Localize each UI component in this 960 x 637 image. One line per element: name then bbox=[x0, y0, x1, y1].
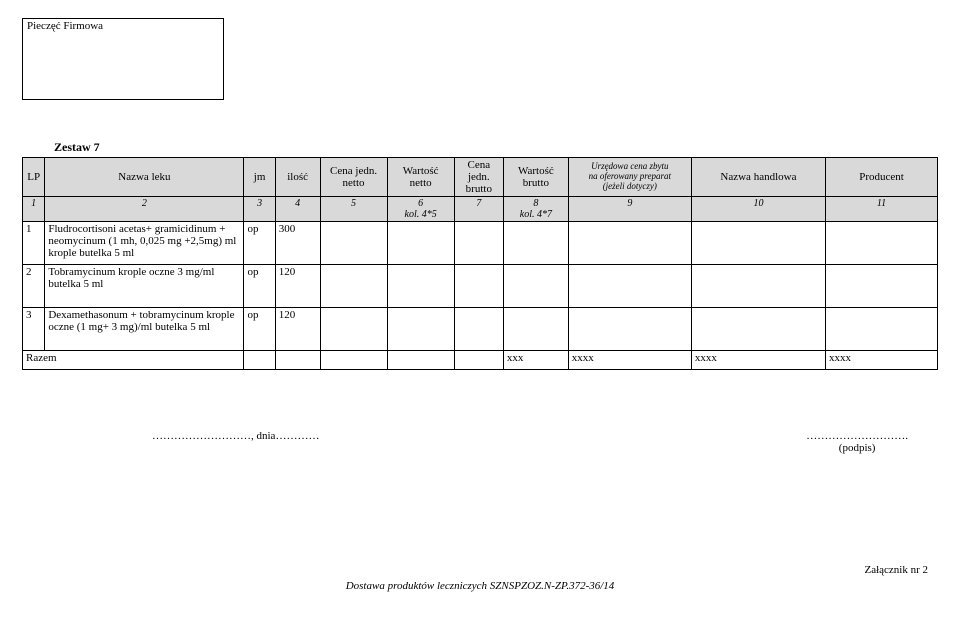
th-name: Nazwa leku bbox=[45, 158, 244, 197]
num-3: 3 bbox=[244, 197, 275, 222]
cell-qty: 300 bbox=[275, 222, 320, 265]
cell-cn bbox=[320, 222, 387, 265]
sum-of: xxxx bbox=[568, 351, 691, 370]
cell-cn bbox=[320, 308, 387, 351]
sig-right-label: (podpis) bbox=[839, 442, 876, 454]
th-of-l3: (jeżeli dotyczy) bbox=[603, 181, 657, 191]
cell-hn bbox=[691, 308, 825, 351]
cell-lp: 1 bbox=[23, 222, 45, 265]
sum-label: Razem bbox=[23, 351, 244, 370]
th-cb: Cena jedn. brutto bbox=[454, 158, 503, 197]
stamp-box: Pieczęć Firmowa bbox=[22, 18, 224, 100]
set-title: Zestaw 7 bbox=[54, 140, 938, 155]
cell-name: Fludrocortisoni acetas+ gramicidinum + n… bbox=[45, 222, 244, 265]
cell-prod bbox=[826, 265, 938, 308]
cell-cn bbox=[320, 265, 387, 308]
cell-lp: 2 bbox=[23, 265, 45, 308]
th-lp: LP bbox=[23, 158, 45, 197]
th-of: Urzędowa cena zbytu na oferowany prepara… bbox=[568, 158, 691, 197]
cell-wn bbox=[387, 222, 454, 265]
num-7: 7 bbox=[454, 197, 503, 222]
num-2: 2 bbox=[45, 197, 244, 222]
num-9: 9 bbox=[568, 197, 691, 222]
sum-prod: xxxx bbox=[826, 351, 938, 370]
sum-row: Razem xxx xxxx xxxx xxxx bbox=[23, 351, 938, 370]
sum-hn: xxxx bbox=[691, 351, 825, 370]
cell-name: Dexamethasonum + tobramycinum krople ocz… bbox=[45, 308, 244, 351]
th-of-l1: Urzędowa cena zbytu bbox=[591, 161, 669, 171]
stamp-label: Pieczęć Firmowa bbox=[23, 19, 223, 33]
cell-wb bbox=[503, 265, 568, 308]
cell-hn bbox=[691, 222, 825, 265]
cell-prod bbox=[826, 308, 938, 351]
sum-cn bbox=[320, 351, 387, 370]
th-hn: Nazwa handlowa bbox=[691, 158, 825, 197]
table-row: 1 Fludrocortisoni acetas+ gramicidinum +… bbox=[23, 222, 938, 265]
sum-wb: xxx bbox=[503, 351, 568, 370]
sum-qty bbox=[275, 351, 320, 370]
cell-wn bbox=[387, 308, 454, 351]
table-row: 2 Tobramycinum krople oczne 3 mg/ml bute… bbox=[23, 265, 938, 308]
sig-right: ………………………. (podpis) bbox=[806, 430, 908, 454]
num-1: 1 bbox=[23, 197, 45, 222]
cell-of bbox=[568, 265, 691, 308]
cell-wb bbox=[503, 222, 568, 265]
footer-center: Dostawa produktów leczniczych SZNSPZOZ.N… bbox=[22, 580, 938, 592]
cell-jm: op bbox=[244, 308, 275, 351]
th-cn: Cena jedn. netto bbox=[320, 158, 387, 197]
footer-attachment: Załącznik nr 2 bbox=[22, 564, 938, 576]
cell-qty: 120 bbox=[275, 265, 320, 308]
sig-left: ………………………, dnia………… bbox=[152, 430, 319, 454]
th-wb: Wartość brutto bbox=[503, 158, 568, 197]
num-4: 4 bbox=[275, 197, 320, 222]
cell-of bbox=[568, 222, 691, 265]
num-11: 11 bbox=[826, 197, 938, 222]
num-6: 6 kol. 4*5 bbox=[387, 197, 454, 222]
th-prod: Producent bbox=[826, 158, 938, 197]
num-10: 10 bbox=[691, 197, 825, 222]
cell-wb bbox=[503, 308, 568, 351]
th-qty: ilość bbox=[275, 158, 320, 197]
sum-cb bbox=[454, 351, 503, 370]
cell-name: Tobramycinum krople oczne 3 mg/ml butelk… bbox=[45, 265, 244, 308]
th-wn: Wartość netto bbox=[387, 158, 454, 197]
signature-line: ………………………, dnia………… ………………………. (podpis) bbox=[22, 430, 938, 454]
product-table: LP Nazwa leku jm ilość Cena jedn. netto … bbox=[22, 157, 938, 370]
cell-jm: op bbox=[244, 222, 275, 265]
cell-lp: 3 bbox=[23, 308, 45, 351]
sum-jm bbox=[244, 351, 275, 370]
cell-hn bbox=[691, 265, 825, 308]
cell-jm: op bbox=[244, 265, 275, 308]
sum-wn bbox=[387, 351, 454, 370]
cell-prod bbox=[826, 222, 938, 265]
cell-cb bbox=[454, 308, 503, 351]
th-of-l2: na oferowany preparat bbox=[589, 171, 671, 181]
cell-qty: 120 bbox=[275, 308, 320, 351]
cell-cb bbox=[454, 265, 503, 308]
cell-of bbox=[568, 308, 691, 351]
sig-right-dots: ………………………. bbox=[806, 430, 908, 442]
cell-cb bbox=[454, 222, 503, 265]
th-jm: jm bbox=[244, 158, 275, 197]
num-8: 8 kol. 4*7 bbox=[503, 197, 568, 222]
num-5: 5 bbox=[320, 197, 387, 222]
cell-wn bbox=[387, 265, 454, 308]
table-row: 3 Dexamethasonum + tobramycinum krople o… bbox=[23, 308, 938, 351]
